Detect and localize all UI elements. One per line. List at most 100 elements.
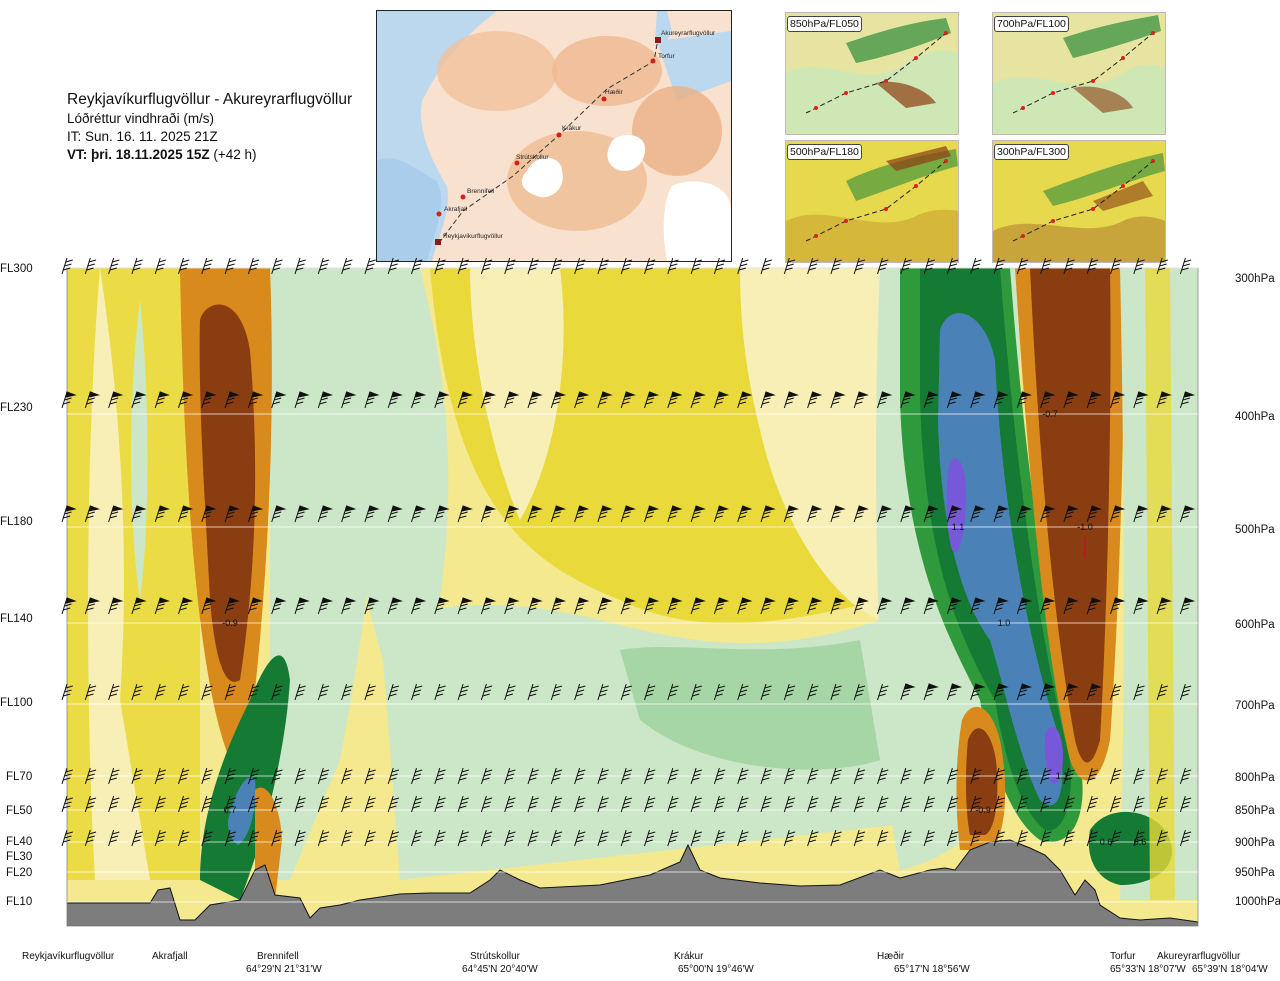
wind-barb xyxy=(201,505,217,523)
wind-barb xyxy=(201,391,217,409)
parameter-label: Lóðréttur vindhraði (m/s) xyxy=(67,111,215,126)
value-annotation: -0.9 xyxy=(975,805,991,815)
wind-barb xyxy=(1156,391,1172,409)
wind-barb xyxy=(457,683,469,701)
wind-barb xyxy=(690,391,706,409)
wind-barb xyxy=(387,795,400,813)
wind-barb xyxy=(271,795,283,813)
wind-barb xyxy=(690,767,702,785)
wind-barb xyxy=(620,391,636,409)
wind-barb xyxy=(993,597,1009,615)
wind-barb xyxy=(900,391,916,409)
wind-barb xyxy=(946,767,959,785)
pa-label-1000: 1000hPa xyxy=(1235,896,1280,908)
wind-barb xyxy=(667,683,679,701)
wind-barb xyxy=(993,829,1005,847)
wind-barb xyxy=(877,795,889,813)
wind-barb xyxy=(201,597,217,615)
wind-barb xyxy=(131,683,143,701)
wind-barb xyxy=(783,795,796,813)
wind-barb xyxy=(434,795,446,813)
wind-barb xyxy=(131,767,143,785)
updraft-left-blue xyxy=(228,777,256,845)
wind-barb xyxy=(1156,683,1168,701)
pa-label-700: 700hPa xyxy=(1235,700,1275,712)
wind-barb xyxy=(667,391,683,409)
wind-barb xyxy=(1063,795,1075,813)
wind-barb xyxy=(1156,257,1168,275)
wind-barb xyxy=(830,597,846,615)
wind-barb xyxy=(387,829,400,847)
wind-barb xyxy=(527,391,543,409)
chart-header: Reykjavíkurflugvöllur - Akureyrarflugvöl… xyxy=(67,90,377,164)
fl-label-140: FL140 xyxy=(0,613,33,625)
wind-barb xyxy=(1040,829,1052,847)
wind-barb xyxy=(877,829,889,847)
wind-barb xyxy=(317,505,334,523)
wind-barb xyxy=(178,795,190,813)
wind-barb xyxy=(364,683,376,701)
wind-barb xyxy=(574,767,586,785)
wind-barb xyxy=(504,257,516,275)
wind-barb xyxy=(411,391,427,409)
wind-barb xyxy=(783,597,800,615)
wind-barb xyxy=(504,597,520,615)
wind-barb xyxy=(667,505,683,523)
wind-barb xyxy=(1179,829,1192,847)
wind-barb xyxy=(1110,767,1122,785)
wind-barb xyxy=(411,767,423,785)
wind-barb xyxy=(527,505,543,523)
wind-barb xyxy=(830,683,842,701)
wind-barb xyxy=(1110,505,1126,523)
wind-barb xyxy=(178,829,190,847)
waypoint-reykjavik: Reykjavíkurflugvöllur xyxy=(22,951,115,962)
wind-barb xyxy=(667,257,679,275)
wind-barb xyxy=(387,505,403,523)
wind-barb xyxy=(434,829,446,847)
wind-barb xyxy=(830,829,842,847)
wind-barb xyxy=(108,257,120,275)
wind-barb xyxy=(713,795,726,813)
wind-barb xyxy=(1133,795,1145,813)
wind-barb xyxy=(387,597,403,615)
wind-barb xyxy=(1156,829,1168,847)
field-left-green xyxy=(131,300,148,600)
waypoint-akureyri: Akureyrarflugvöllur xyxy=(1157,951,1241,962)
wind-barb xyxy=(1016,829,1029,847)
wind-barb xyxy=(411,257,423,275)
wind-barb xyxy=(923,829,935,847)
wind-barb xyxy=(877,767,889,785)
wind-barb xyxy=(923,683,939,701)
wind-barb xyxy=(783,829,796,847)
wind-barb xyxy=(364,767,376,785)
downdraft-core xyxy=(199,304,256,682)
wind-barb xyxy=(946,829,959,847)
wind-barb xyxy=(900,683,916,701)
wind-barb xyxy=(317,767,330,785)
panel-700-map xyxy=(993,13,1165,134)
wind-barb xyxy=(597,391,613,409)
wind-barb xyxy=(411,597,427,615)
wind-barb xyxy=(61,795,73,813)
wind-barb xyxy=(317,391,334,409)
wind-barb xyxy=(271,505,287,523)
wind-barb xyxy=(178,257,190,275)
wind-barb xyxy=(807,597,823,615)
wind-barb xyxy=(1040,505,1056,523)
wind-barb xyxy=(294,257,306,275)
wind-barb xyxy=(480,597,497,615)
wind-barb xyxy=(1110,683,1122,701)
wind-barb xyxy=(667,795,679,813)
wind-barb xyxy=(387,391,403,409)
wind-barb xyxy=(84,257,97,275)
wind-barb xyxy=(387,683,400,701)
wind-barb xyxy=(550,795,563,813)
wind-barb xyxy=(597,257,609,275)
wind-barb xyxy=(713,829,726,847)
wind-barb xyxy=(108,683,120,701)
wind-barb xyxy=(201,257,213,275)
wind-barb xyxy=(480,767,493,785)
wind-barb xyxy=(341,597,357,615)
valid-time: VT: þri. 18.11.2025 15Z (+42 h) xyxy=(67,146,377,164)
wind-barb xyxy=(713,597,730,615)
